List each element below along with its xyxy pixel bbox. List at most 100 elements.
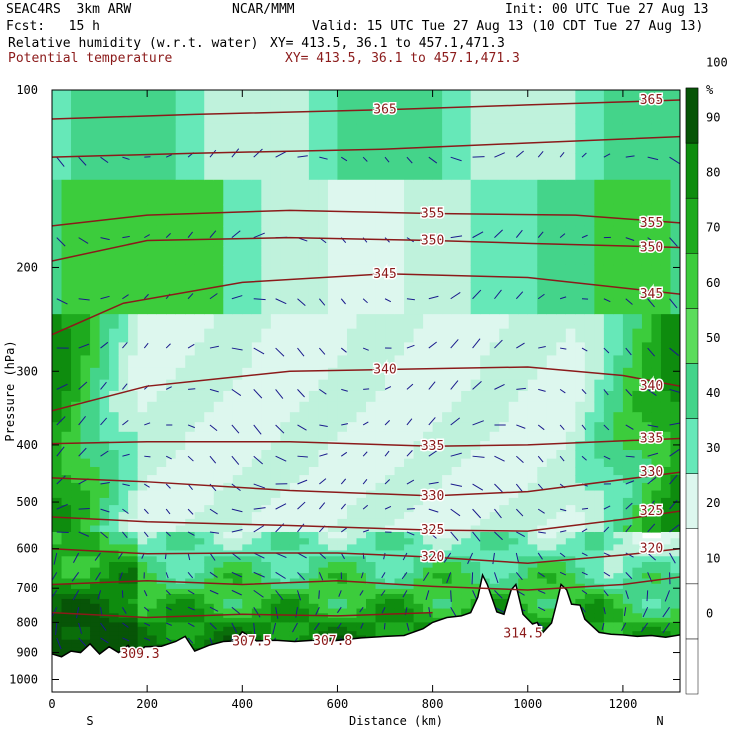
rh-cell bbox=[71, 631, 82, 637]
rh-cell bbox=[128, 639, 139, 645]
rh-cell bbox=[641, 567, 653, 574]
rh-cell bbox=[242, 598, 253, 605]
rh-cell bbox=[508, 264, 519, 283]
rh-cell bbox=[594, 401, 605, 413]
rh-cell bbox=[327, 525, 339, 533]
wind-vector bbox=[581, 152, 587, 158]
rh-cell bbox=[327, 431, 339, 442]
rh-cell bbox=[546, 525, 557, 533]
rh-cell bbox=[356, 466, 367, 476]
wind-vector bbox=[297, 298, 306, 306]
rh-cell bbox=[175, 282, 186, 300]
rh-cell bbox=[366, 431, 377, 442]
rh-cell bbox=[556, 298, 567, 315]
rh-cell bbox=[52, 367, 63, 381]
rh-cell bbox=[90, 390, 101, 403]
rh-cell bbox=[337, 422, 348, 433]
rh-cell bbox=[251, 90, 262, 125]
wind-vector bbox=[275, 607, 279, 619]
rh-cell bbox=[61, 556, 72, 563]
rh-cell bbox=[480, 497, 491, 506]
rh-cell bbox=[318, 314, 329, 330]
terrain-mask bbox=[52, 575, 680, 692]
rh-cell bbox=[270, 622, 281, 628]
rh-cell bbox=[251, 617, 262, 623]
rh-cell bbox=[251, 538, 262, 546]
wind-vector bbox=[669, 237, 678, 247]
rh-cell bbox=[670, 518, 680, 527]
wind-vector bbox=[581, 389, 587, 395]
rh-cell bbox=[584, 562, 595, 569]
rh-cell bbox=[327, 505, 339, 513]
rh-cell bbox=[109, 412, 120, 423]
wind-vector bbox=[72, 590, 80, 601]
rh-cell bbox=[404, 626, 415, 632]
rh-cell bbox=[71, 298, 82, 315]
rh-cell bbox=[61, 525, 72, 533]
rh-cell bbox=[489, 588, 500, 595]
rh-cell bbox=[109, 635, 120, 641]
rh-cell bbox=[52, 538, 63, 546]
wind-vector bbox=[231, 295, 243, 300]
rh-cell bbox=[289, 617, 300, 623]
rh-cell bbox=[366, 631, 377, 637]
rh-cell bbox=[308, 153, 320, 181]
wind-vector bbox=[559, 424, 565, 431]
rh-cell bbox=[660, 631, 672, 637]
rh-cell bbox=[432, 603, 443, 610]
rh-cell bbox=[518, 598, 529, 605]
rh-cell bbox=[270, 123, 281, 154]
rh-cell bbox=[356, 314, 367, 330]
rh-cell bbox=[156, 556, 167, 563]
rh-cell bbox=[270, 282, 281, 300]
rh-cell bbox=[603, 544, 614, 552]
rh-cell bbox=[71, 518, 82, 527]
rh-cell bbox=[242, 422, 253, 433]
rh-cell bbox=[670, 482, 680, 492]
rh-cell bbox=[632, 613, 643, 619]
rh-cell bbox=[480, 355, 491, 369]
rh-cell bbox=[337, 512, 348, 520]
rh-cell bbox=[461, 422, 472, 433]
rh-cell bbox=[299, 556, 310, 563]
rh-cell bbox=[594, 608, 605, 614]
rh-cell bbox=[204, 431, 215, 442]
rh-cell bbox=[71, 593, 82, 600]
wind-vector bbox=[253, 589, 264, 598]
rh-cell bbox=[518, 449, 529, 460]
rh-cell bbox=[194, 441, 205, 451]
rh-cell bbox=[270, 603, 281, 610]
wind-vector bbox=[664, 590, 670, 602]
rh-cell bbox=[404, 617, 415, 623]
rh-cell bbox=[80, 441, 91, 451]
rh-cell bbox=[194, 588, 205, 595]
wind-vector bbox=[603, 298, 611, 303]
rh-cell bbox=[489, 153, 500, 181]
rh-cell bbox=[632, 298, 643, 315]
rh-cell bbox=[61, 379, 72, 392]
theta-contour-label: 309.3 bbox=[120, 647, 159, 662]
rh-cell bbox=[261, 578, 272, 585]
rh-cell bbox=[442, 588, 453, 595]
rh-cell bbox=[442, 475, 453, 484]
rh-cell bbox=[622, 314, 634, 330]
wind-vector bbox=[581, 347, 588, 352]
rh-cell bbox=[461, 458, 472, 468]
rh-cell bbox=[660, 567, 672, 574]
rh-cell bbox=[594, 617, 605, 623]
rh-cell bbox=[137, 314, 148, 330]
rh-cell bbox=[366, 475, 377, 484]
rh-cell bbox=[280, 458, 291, 468]
rh-cell bbox=[137, 588, 148, 595]
rh-cell bbox=[185, 390, 196, 403]
rh-cell bbox=[118, 482, 129, 492]
rh-cell bbox=[128, 449, 139, 460]
rh-cell bbox=[90, 593, 101, 600]
rh-cell bbox=[394, 613, 405, 619]
rh-cell bbox=[375, 573, 386, 580]
rh-cell bbox=[413, 573, 424, 580]
wind-vector bbox=[406, 156, 413, 164]
rh-cell bbox=[622, 328, 634, 343]
rh-cell bbox=[451, 203, 462, 227]
rh-cell bbox=[185, 626, 196, 632]
